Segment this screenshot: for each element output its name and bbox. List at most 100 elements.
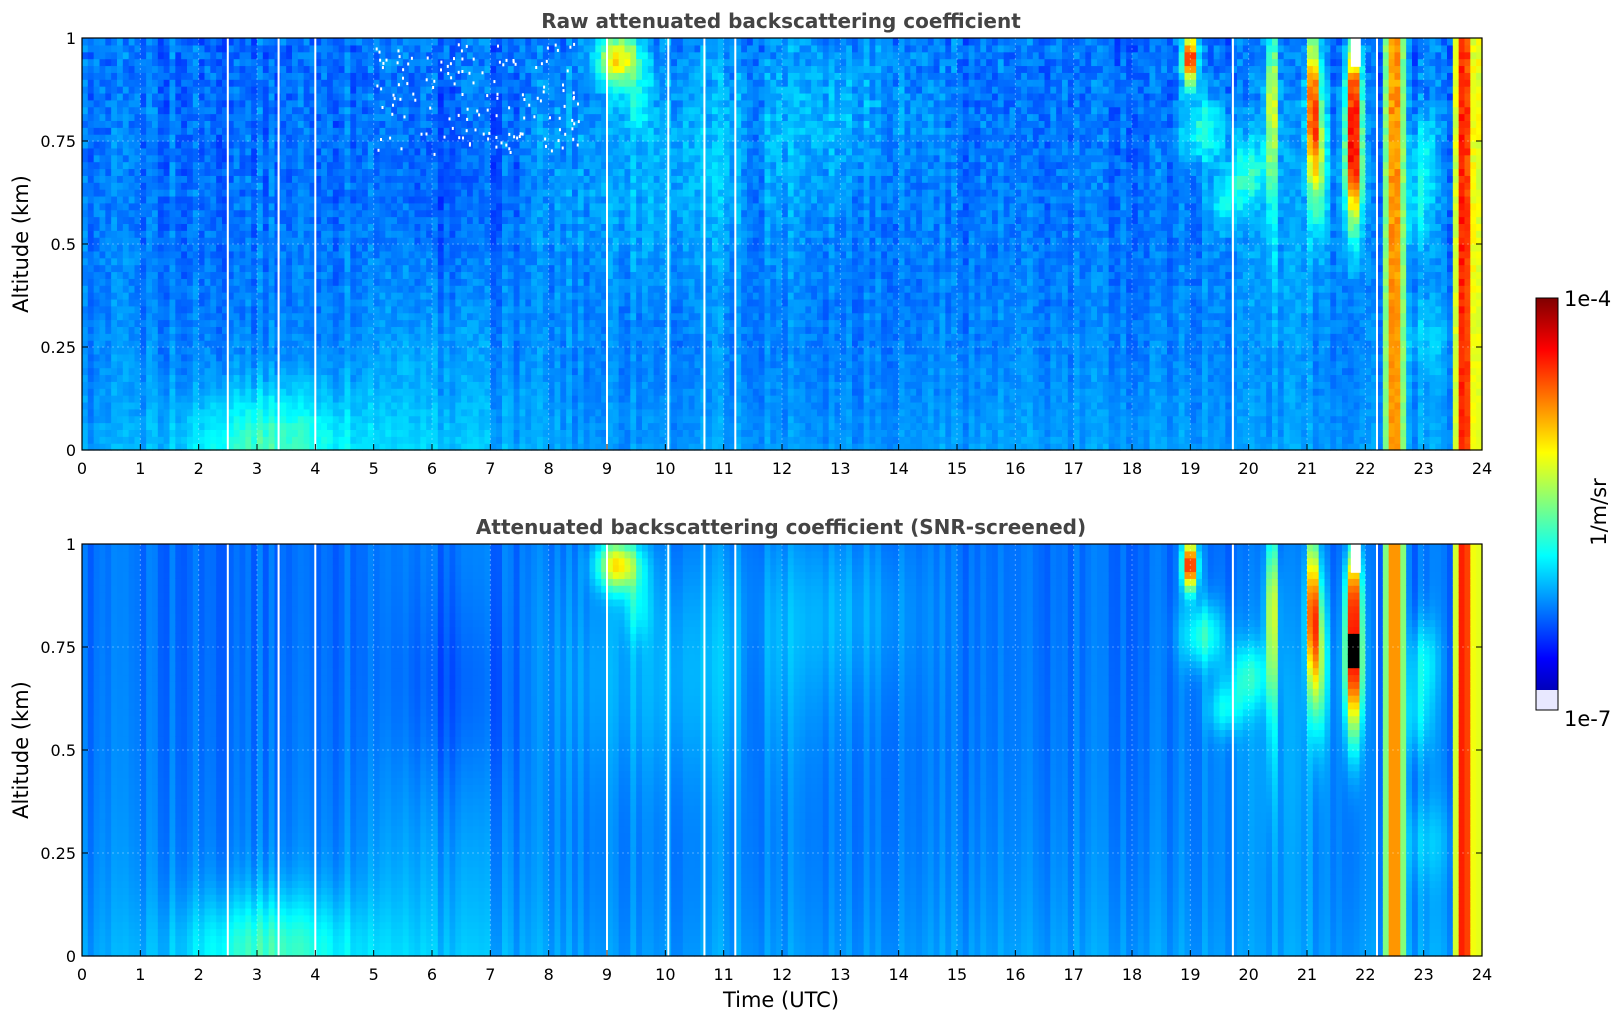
heatmap-cell <box>268 429 276 437</box>
heatmap-cell <box>227 223 235 231</box>
heatmap-cell <box>437 285 445 293</box>
heatmap-cell <box>548 353 556 362</box>
heatmap-cell <box>513 38 521 46</box>
heatmap-cell <box>257 182 264 190</box>
heatmap-cell <box>467 333 474 341</box>
heatmap-cell <box>554 223 561 231</box>
heatmap-cell <box>280 51 287 60</box>
heatmap-cell <box>338 244 346 252</box>
heatmap-cell <box>128 147 136 156</box>
heatmap-cell <box>303 429 311 437</box>
heatmap-cell <box>268 298 276 307</box>
heatmap-cell <box>239 38 246 46</box>
heatmap-cell <box>239 271 246 279</box>
heatmap-cell <box>391 38 398 46</box>
heatmap-cell <box>537 319 544 327</box>
heatmap-cell <box>402 415 410 424</box>
heatmap-cell <box>554 250 561 259</box>
heatmap-cell <box>222 312 229 321</box>
heatmap-cell <box>286 312 293 321</box>
heatmap-cell <box>502 168 509 176</box>
heatmap-cell <box>152 292 159 300</box>
heatmap-cell <box>548 106 556 115</box>
heatmap-cell <box>99 161 106 170</box>
heatmap-cell <box>111 237 118 245</box>
heatmap-cell <box>146 408 153 417</box>
heatmap-cell <box>327 388 334 396</box>
heatmap-cell <box>484 388 491 396</box>
heatmap-cell <box>449 298 456 307</box>
heatmap-cell <box>397 319 404 327</box>
heatmap-cell <box>519 113 526 121</box>
heatmap-cell <box>210 92 217 101</box>
heatmap-cell <box>502 86 509 94</box>
heatmap-cell <box>292 161 299 170</box>
heatmap-cell <box>484 374 491 382</box>
heatmap-cell <box>315 292 322 300</box>
heatmap-cell <box>128 51 136 60</box>
heatmap-cell <box>321 408 328 417</box>
heatmap-cell <box>554 347 561 355</box>
heatmap-cell <box>560 189 567 197</box>
heatmap-cell <box>484 443 491 451</box>
heatmap-cell <box>362 436 369 444</box>
heatmap-cell <box>367 92 375 101</box>
heatmap-cell <box>122 298 130 307</box>
heatmap-cell <box>402 141 410 149</box>
heatmap-cell <box>502 79 509 87</box>
heatmap-cell <box>496 401 503 410</box>
heatmap-cell <box>99 244 106 252</box>
heatmap-cell <box>560 244 567 252</box>
heatmap-cell <box>169 422 176 430</box>
heatmap-cell <box>344 154 351 163</box>
heatmap-cell <box>408 312 416 321</box>
heatmap-cell <box>222 367 229 376</box>
heatmap-cell <box>414 120 421 128</box>
heatmap-cell <box>531 244 538 252</box>
heatmap-cell <box>437 99 445 108</box>
heatmap-cell <box>490 223 497 231</box>
heatmap-cell <box>309 271 316 279</box>
heatmap-cell <box>478 202 486 211</box>
heatmap-cell <box>286 99 293 108</box>
heatmap-cell <box>449 408 456 417</box>
heatmap-cell <box>204 408 211 417</box>
heatmap-cell <box>531 271 538 279</box>
heatmap-cell <box>152 202 159 211</box>
heatmap-cell <box>356 347 363 355</box>
heatmap-cell <box>531 58 538 67</box>
heatmap-cell <box>146 333 153 341</box>
heatmap-cell <box>350 326 357 334</box>
heatmap-cell <box>507 298 515 307</box>
heatmap-cell <box>554 367 561 376</box>
heatmap-cell <box>350 319 357 327</box>
heatmap-cell <box>367 182 375 190</box>
heatmap-cell <box>344 250 351 259</box>
heatmap-cell <box>414 244 421 252</box>
heatmap-cell <box>268 223 276 231</box>
heatmap-cell <box>379 298 386 307</box>
heatmap-cell <box>233 436 241 444</box>
heatmap-cell <box>117 209 124 218</box>
heatmap-cell <box>286 58 293 67</box>
heatmap-cell <box>420 79 427 87</box>
heatmap-cell <box>146 223 153 231</box>
heatmap-cell <box>449 333 456 341</box>
heatmap-cell <box>525 120 532 128</box>
heatmap-cell <box>140 278 147 286</box>
heatmap-cell <box>461 44 468 53</box>
heatmap-cell <box>397 360 404 369</box>
heatmap-cell <box>426 381 433 389</box>
heatmap-cell <box>268 292 276 300</box>
heatmap-cell <box>175 51 182 60</box>
heatmap-cell <box>385 189 392 197</box>
heatmap-cell <box>408 292 416 300</box>
heatmap-cell <box>303 209 311 218</box>
heatmap-cell <box>443 278 451 286</box>
heatmap-cell <box>344 244 351 252</box>
heatmap-cell <box>297 72 305 80</box>
heatmap-cell <box>251 360 258 369</box>
heatmap-cell <box>507 347 515 355</box>
heatmap-cell <box>338 333 346 341</box>
heatmap-cell <box>490 326 497 334</box>
